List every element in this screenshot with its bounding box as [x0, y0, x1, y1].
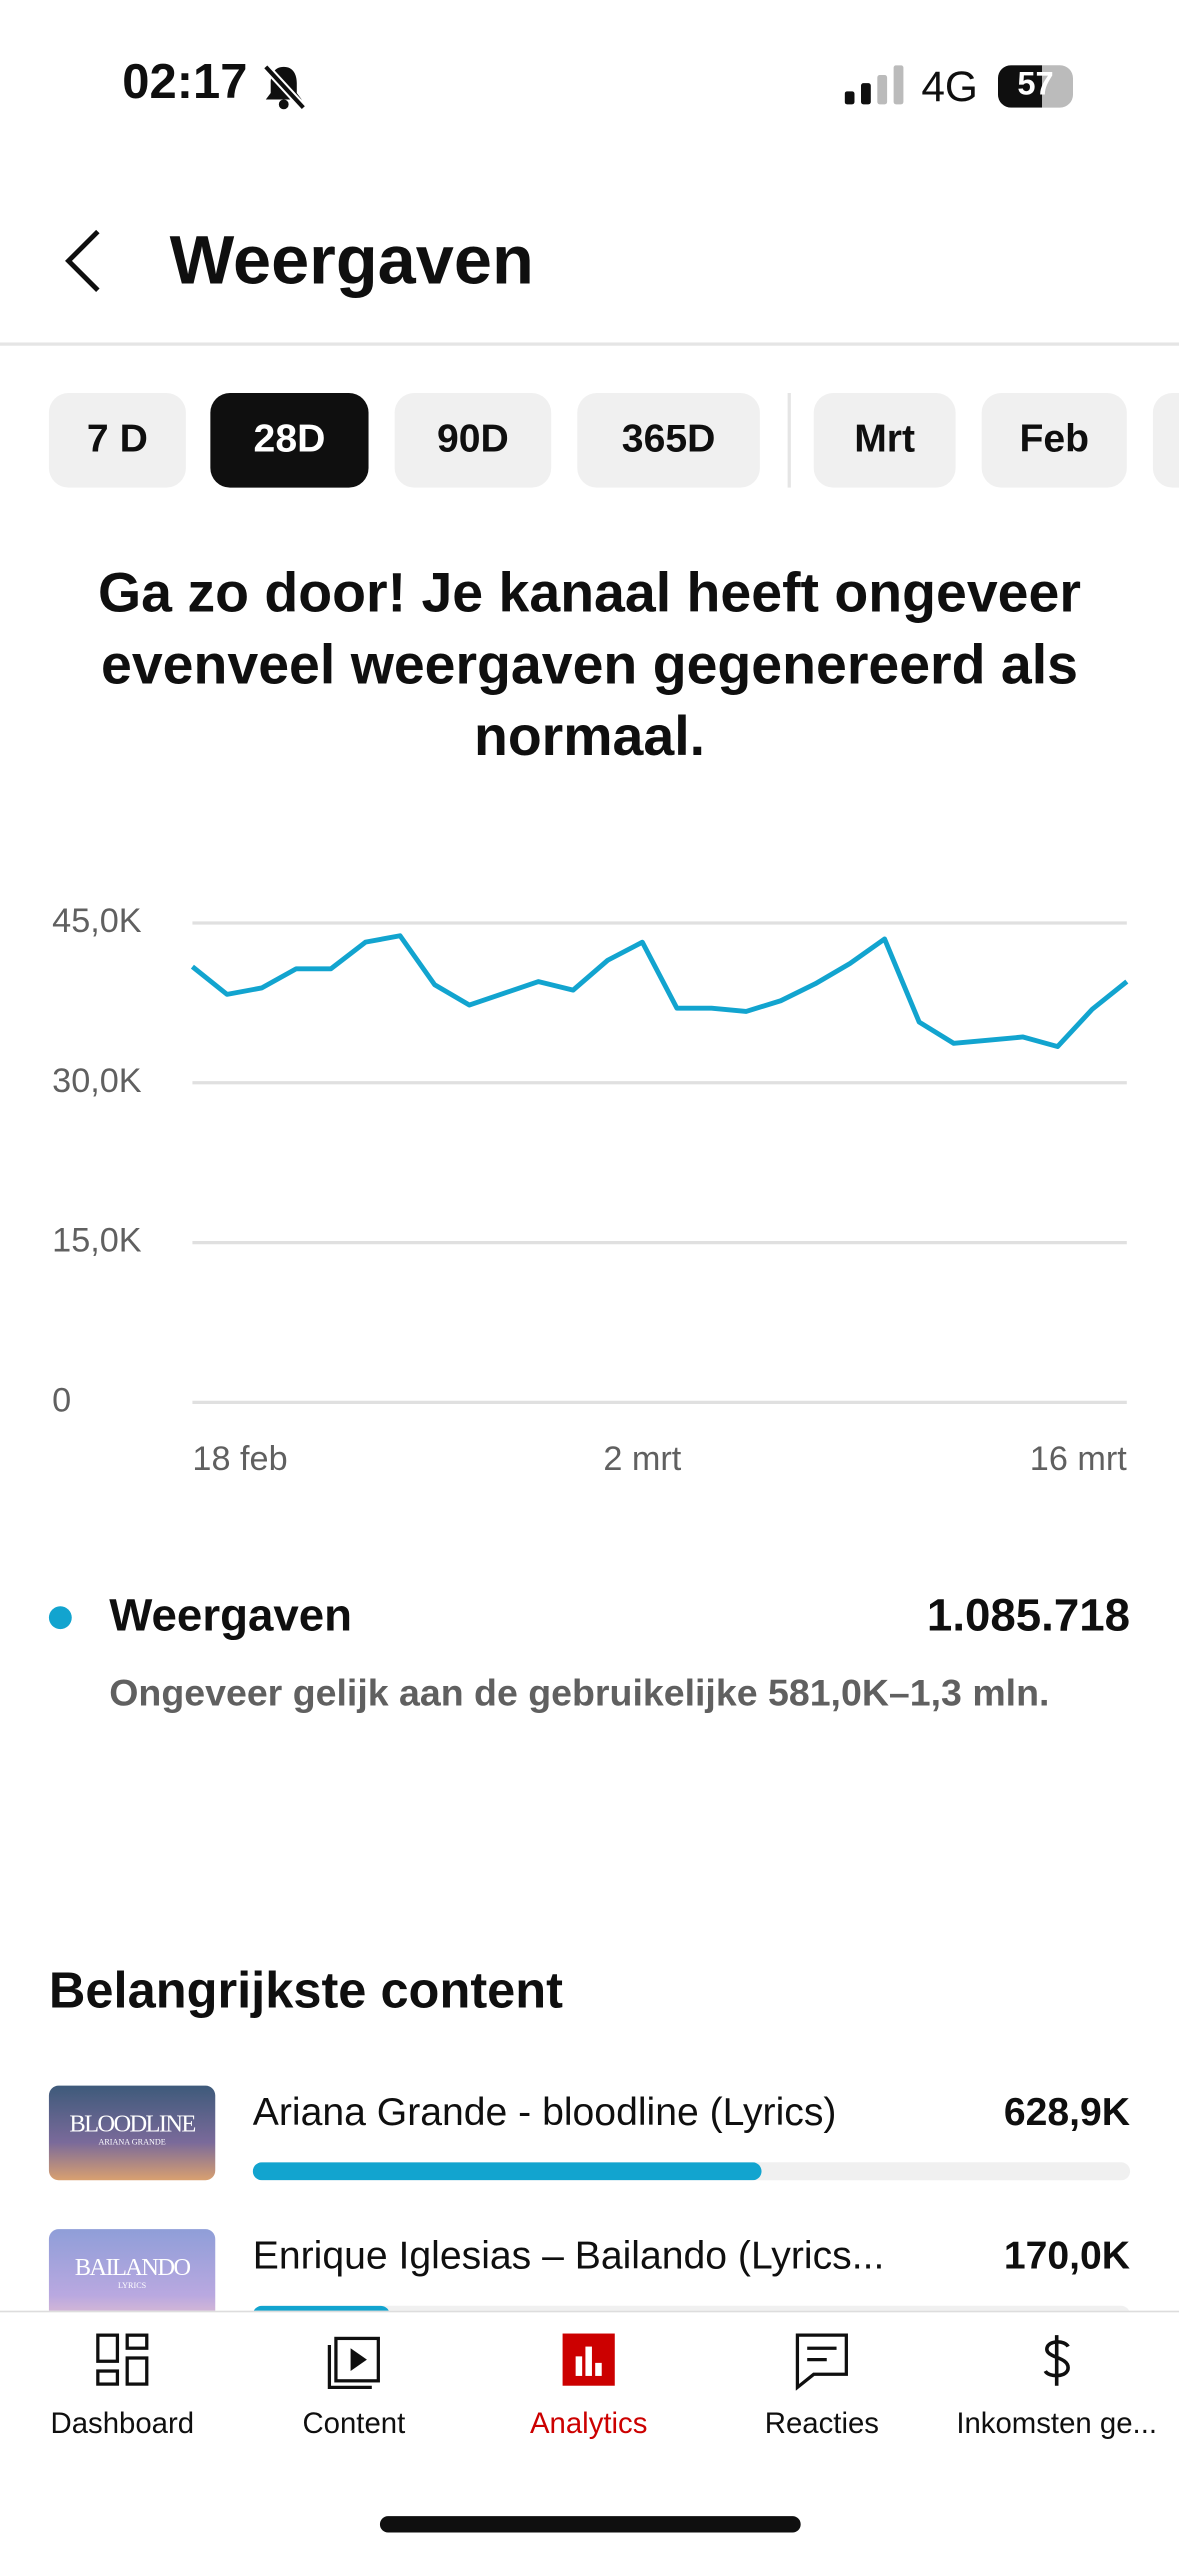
x-tick-label: 18 feb: [192, 1440, 287, 1478]
nav-icon: [95, 2332, 150, 2391]
x-tick-label: 16 mrt: [1030, 1440, 1128, 1478]
tab[interactable]: Feb: [981, 392, 1127, 488]
thumb-sub: LYRICS: [117, 2282, 147, 2292]
thumb-text: BAILANDO: [74, 2255, 191, 2282]
legend-name: Weergaven: [109, 1589, 353, 1641]
page-title: Weergaven: [169, 221, 534, 299]
nav-item[interactable]: Analytics: [471, 2316, 706, 2479]
back-button[interactable]: [59, 225, 108, 297]
divider: [0, 342, 1179, 346]
nav-icon: [794, 2332, 849, 2391]
line: [190, 933, 1129, 1050]
y-tick-label: 45,0K: [52, 902, 142, 940]
nav-divider: [0, 2310, 1179, 2313]
nav-label: Inkomsten ge...: [956, 2406, 1158, 2440]
nav-item[interactable]: Reacties: [704, 2316, 939, 2479]
nav-label: Dashboard: [50, 2406, 195, 2440]
icon: [327, 2336, 380, 2389]
y-tick-label: 15,0K: [52, 1222, 142, 1260]
video-views: 628,9K: [1003, 2090, 1131, 2135]
icon: [795, 2333, 848, 2391]
tab[interactable]: 28D: [210, 392, 369, 488]
views-track: [252, 2162, 1131, 2181]
nav-icon: [1029, 2332, 1084, 2391]
battery-level: [997, 65, 1043, 108]
battery: 57: [997, 65, 1074, 108]
tab[interactable]: 90D: [394, 392, 552, 488]
total: 1.085.718: [926, 1589, 1131, 1641]
home-indicator: [379, 2516, 801, 2533]
icon: [96, 2333, 149, 2386]
nav-item[interactable]: Dashboard: [5, 2316, 240, 2479]
content-list: BLOODLINE ARIANA GRANDE Ariana Grande - bl…: [0, 2055, 1179, 2311]
nav-item[interactable]: Inkomsten ge...: [939, 2316, 1174, 2479]
signal-icon: [844, 65, 904, 105]
icon: [562, 2333, 615, 2386]
nav-label: Content: [302, 2406, 406, 2440]
x-tick-label: 2 mrt: [603, 1440, 681, 1478]
network: 4G: [921, 61, 978, 111]
views-bar: [252, 2305, 391, 2311]
tab-divider: [787, 392, 791, 488]
legend-dot: [48, 1606, 72, 1630]
y-tick-label: 0: [52, 1381, 71, 1419]
tab[interactable]: Mrt: [813, 392, 956, 488]
headline: Ga zo door! Je kanaal heeft ongeveer eve…: [98, 562, 1081, 769]
nav-icon: [561, 2332, 616, 2391]
total-note: Ongeveer gelijk aan de gebruikelijke 581…: [109, 1671, 1050, 1714]
tab[interactable]: 7 D: [48, 392, 186, 488]
tab-more[interactable]: [1152, 392, 1179, 488]
thumb-text: BLOODLINE: [69, 2111, 196, 2138]
y-tick-label: 30,0K: [52, 1062, 142, 1100]
views-track: [252, 2305, 1131, 2311]
tab[interactable]: 365D: [577, 392, 760, 488]
thumbnail[interactable]: BAILANDO LYRICS: [48, 2229, 216, 2311]
chart: 0 15,0K 30,0K 45,0K 18 feb 2 mrt 16 mrt: [52, 902, 1129, 1478]
icon: [1043, 2335, 1070, 2386]
battery-text: 57: [1017, 66, 1054, 103]
nav-item[interactable]: Content: [236, 2316, 471, 2479]
video-title: Ariana Grande - bloodline (Lyrics): [252, 2090, 837, 2135]
video-title: Enrique Iglesias – Bailando (Lyrics...: [252, 2234, 885, 2279]
section-title: Belangrijkste content: [48, 1961, 563, 2019]
views-bar: [252, 2162, 761, 2181]
nav-label: Analytics: [529, 2406, 648, 2440]
thumb-sub: ARIANA GRANDE: [98, 2139, 166, 2148]
nav-label: Reacties: [764, 2406, 879, 2440]
video-views: 170,0K: [1003, 2234, 1131, 2279]
nav-icon: [326, 2332, 381, 2391]
mute-icon: [262, 64, 307, 111]
status-time: 02:17: [122, 55, 248, 110]
thumbnail[interactable]: BLOODLINE ARIANA GRANDE: [48, 2085, 216, 2181]
